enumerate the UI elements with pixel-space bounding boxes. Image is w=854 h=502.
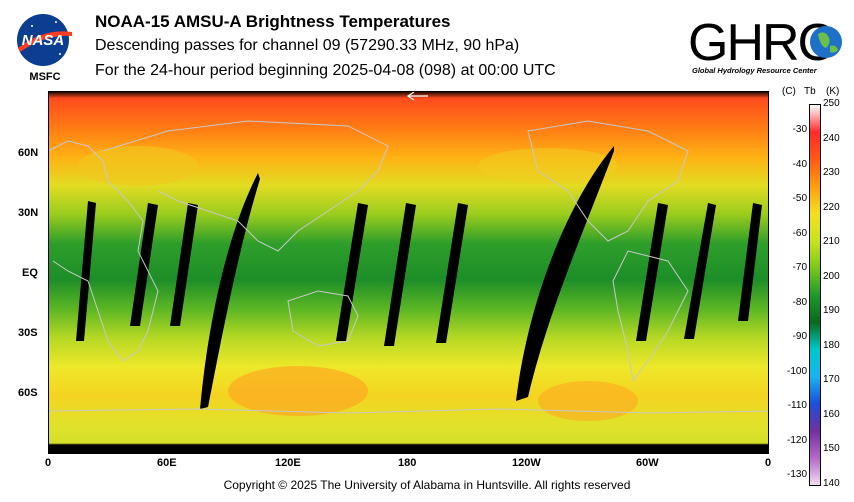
ghrc-logo: GHRC Global Hydrology Resource Center — [686, 8, 850, 78]
lat-label: 60N — [18, 147, 39, 159]
celsius-tick-label: -40 — [792, 158, 807, 170]
celsius-tick-label: -50 — [792, 193, 807, 204]
colorbar-header-c: (C) — [782, 86, 796, 97]
kelvin-tick-label: 240 — [823, 132, 840, 144]
kelvin-tick-label: 190 — [823, 305, 840, 317]
lon-label: 120E — [275, 457, 301, 469]
colorbar-header-k: (K) — [826, 86, 840, 97]
copyright-notice: Copyright © 2025 The University of Alaba… — [223, 478, 631, 492]
celsius-tick-label: -120 — [786, 434, 807, 446]
kelvin-tick-label: 220 — [823, 201, 840, 213]
cool-patch — [478, 148, 618, 184]
celsius-tick-label: -130 — [786, 469, 807, 480]
lon-label: 120W — [512, 457, 541, 469]
celsius-tick-label: -80 — [792, 296, 807, 308]
swath-gap — [516, 146, 614, 401]
kelvin-tick-label: 200 — [823, 270, 840, 282]
colorbar-gradient — [809, 104, 821, 486]
kelvin-tick-label: 160 — [823, 408, 840, 420]
coastlines — [47, 120, 770, 414]
lon-label: 180 — [398, 457, 417, 469]
lon-label: 0 — [45, 457, 52, 469]
antarctica-outline — [47, 408, 770, 414]
swath-gap — [738, 203, 762, 321]
swath-gap — [200, 173, 260, 409]
kelvin-tick-label: 170 — [823, 374, 840, 386]
celsius-tick-label: -60 — [792, 227, 807, 239]
swath-gap — [384, 203, 416, 346]
colorbar-header-tb: Tb — [804, 86, 816, 97]
north-america-outline — [527, 120, 689, 242]
nasa-logo-text: NASA — [22, 32, 65, 49]
europe-africa-outline — [47, 140, 159, 362]
celsius-tick-label: -90 — [792, 331, 807, 342]
kelvin-tick-label: 180 — [823, 339, 840, 351]
celsius-tick-label: -30 — [792, 124, 807, 135]
asia-outline — [102, 120, 389, 252]
australia-outline — [287, 290, 359, 347]
kelvin-tick-label: 230 — [823, 167, 840, 179]
cool-patch — [78, 146, 198, 186]
warm-patch — [538, 381, 638, 421]
msfc-label: MSFC — [29, 71, 60, 82]
swath-gap — [170, 203, 198, 326]
swath-gap — [684, 203, 716, 339]
celsius-tick-label: -100 — [786, 365, 807, 377]
kelvin-tick-label: 140 — [823, 478, 840, 489]
swath-gap — [130, 203, 158, 326]
colorbar: (C) Tb (K) 250 240 230 220 210 200 190 180 170 16… — [776, 86, 854, 489]
temperature-field — [48, 91, 769, 454]
celsius-tick-label: -70 — [792, 262, 807, 273]
lon-label: 60W — [636, 457, 659, 469]
lat-label: 30S — [18, 327, 38, 339]
celsius-tick-label: -110 — [787, 400, 807, 411]
kelvin-tick-label: 150 — [823, 443, 840, 455]
kelvin-tick-label: 210 — [823, 236, 840, 248]
period-label: For the 24-hour period beginning 2025-04… — [95, 62, 556, 79]
swath-gaps — [76, 146, 762, 409]
page-title: NOAA-15 AMSU-A Brightness Temperatures — [95, 12, 451, 31]
lon-label: 0 — [765, 457, 772, 469]
lat-label: 60S — [18, 387, 38, 399]
page-subtitle: Descending passes for channel 09 (57290.… — [95, 37, 520, 54]
lon-label: 60E — [157, 457, 177, 469]
swath-gap — [436, 203, 468, 343]
kelvin-tick-label: 250 — [823, 98, 840, 109]
swath-gap — [336, 203, 368, 341]
ghrc-subtitle: Global Hydrology Resource Center — [692, 66, 818, 75]
nasa-logo: NASA MSFC — [12, 10, 76, 83]
direction-arrow — [406, 91, 428, 101]
warm-patch — [228, 366, 368, 416]
south-america-outline — [612, 250, 689, 383]
swath-gap — [76, 201, 96, 341]
lat-label: 30N — [18, 207, 39, 219]
swath-gap — [636, 203, 668, 341]
brightness-temperature-map — [47, 91, 770, 454]
lat-label: EQ — [22, 267, 38, 279]
